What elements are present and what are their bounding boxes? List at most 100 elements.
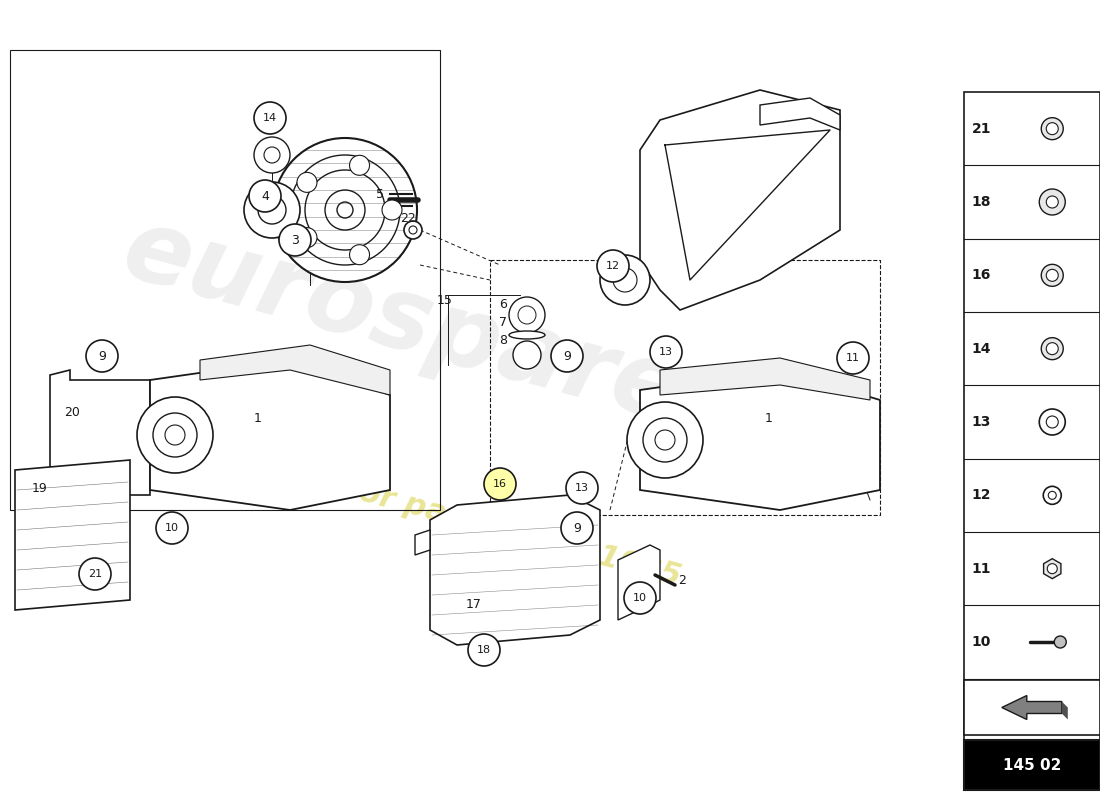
- Polygon shape: [50, 370, 150, 520]
- Circle shape: [837, 342, 869, 374]
- Circle shape: [273, 138, 417, 282]
- Text: 11: 11: [971, 562, 991, 576]
- Bar: [964, 680, 1100, 735]
- Circle shape: [1060, 708, 1075, 722]
- Text: 9: 9: [573, 522, 581, 534]
- Text: 16: 16: [971, 268, 991, 282]
- Circle shape: [1040, 409, 1065, 435]
- Circle shape: [1046, 270, 1058, 282]
- Circle shape: [1046, 342, 1058, 354]
- Circle shape: [254, 102, 286, 134]
- Circle shape: [468, 634, 500, 666]
- Text: 18: 18: [477, 645, 491, 655]
- Circle shape: [1048, 491, 1056, 499]
- Text: 7: 7: [499, 315, 507, 329]
- Text: 14: 14: [971, 342, 991, 356]
- Ellipse shape: [509, 331, 544, 339]
- Circle shape: [484, 468, 516, 500]
- Text: 9: 9: [563, 350, 571, 362]
- Text: 1: 1: [254, 411, 262, 425]
- Polygon shape: [1062, 702, 1068, 719]
- Polygon shape: [150, 360, 390, 510]
- Text: 1: 1: [766, 411, 773, 425]
- Circle shape: [79, 558, 111, 590]
- Text: 9: 9: [971, 708, 981, 722]
- Bar: [964, 92, 1100, 752]
- Circle shape: [264, 147, 280, 163]
- Circle shape: [249, 180, 280, 212]
- Circle shape: [1042, 338, 1064, 360]
- Circle shape: [1040, 189, 1065, 215]
- Circle shape: [156, 512, 188, 544]
- Text: 2: 2: [678, 574, 686, 586]
- Circle shape: [258, 196, 286, 224]
- Circle shape: [350, 245, 370, 265]
- Circle shape: [597, 250, 629, 282]
- Polygon shape: [660, 358, 870, 400]
- Circle shape: [566, 472, 598, 504]
- Text: 10: 10: [971, 635, 991, 649]
- Circle shape: [644, 418, 688, 462]
- Text: 22: 22: [400, 211, 416, 225]
- Circle shape: [613, 268, 637, 292]
- Text: 18: 18: [971, 195, 991, 209]
- Circle shape: [382, 200, 402, 220]
- Text: 8: 8: [499, 334, 507, 346]
- Text: 12: 12: [606, 261, 620, 271]
- Polygon shape: [430, 495, 600, 645]
- Circle shape: [624, 582, 656, 614]
- Text: 5: 5: [376, 189, 384, 202]
- Circle shape: [1046, 416, 1058, 428]
- Text: 6: 6: [499, 298, 507, 310]
- Circle shape: [654, 430, 675, 450]
- Text: a passion for parts since 1985: a passion for parts since 1985: [175, 429, 684, 591]
- Circle shape: [1054, 636, 1066, 648]
- Text: 19: 19: [32, 482, 48, 494]
- Circle shape: [86, 340, 118, 372]
- Circle shape: [1046, 196, 1058, 208]
- Circle shape: [404, 221, 422, 239]
- Circle shape: [551, 340, 583, 372]
- Circle shape: [509, 297, 544, 333]
- Circle shape: [138, 397, 213, 473]
- Text: 4: 4: [261, 190, 268, 202]
- Text: 145 02: 145 02: [1002, 758, 1062, 773]
- Text: 21: 21: [971, 122, 991, 136]
- Circle shape: [244, 182, 300, 238]
- Polygon shape: [640, 370, 880, 510]
- Text: 15: 15: [437, 294, 453, 306]
- Polygon shape: [640, 90, 840, 310]
- Circle shape: [1042, 264, 1064, 286]
- Circle shape: [627, 402, 703, 478]
- Circle shape: [1043, 486, 1062, 504]
- Polygon shape: [1002, 695, 1062, 719]
- Polygon shape: [760, 98, 840, 130]
- Polygon shape: [415, 530, 430, 555]
- Bar: [964, 740, 1100, 790]
- Text: 12: 12: [971, 488, 991, 502]
- Text: 13: 13: [659, 347, 673, 357]
- Text: 17: 17: [466, 598, 482, 610]
- Circle shape: [297, 172, 317, 192]
- Circle shape: [153, 413, 197, 457]
- Circle shape: [1046, 122, 1058, 134]
- Circle shape: [350, 155, 370, 175]
- Circle shape: [1047, 564, 1057, 574]
- Circle shape: [409, 226, 417, 234]
- Text: 13: 13: [575, 483, 589, 493]
- Circle shape: [561, 512, 593, 544]
- Circle shape: [600, 255, 650, 305]
- Circle shape: [650, 336, 682, 368]
- Circle shape: [518, 306, 536, 324]
- Text: 20: 20: [64, 406, 80, 418]
- Text: 21: 21: [88, 569, 102, 579]
- Text: 14: 14: [263, 113, 277, 123]
- Circle shape: [513, 341, 541, 369]
- Bar: [10, 50, 440, 510]
- Text: 10: 10: [165, 523, 179, 533]
- Circle shape: [297, 228, 317, 248]
- Polygon shape: [200, 345, 390, 395]
- Circle shape: [254, 137, 290, 173]
- Text: 3: 3: [292, 234, 299, 246]
- Text: 13: 13: [971, 415, 991, 429]
